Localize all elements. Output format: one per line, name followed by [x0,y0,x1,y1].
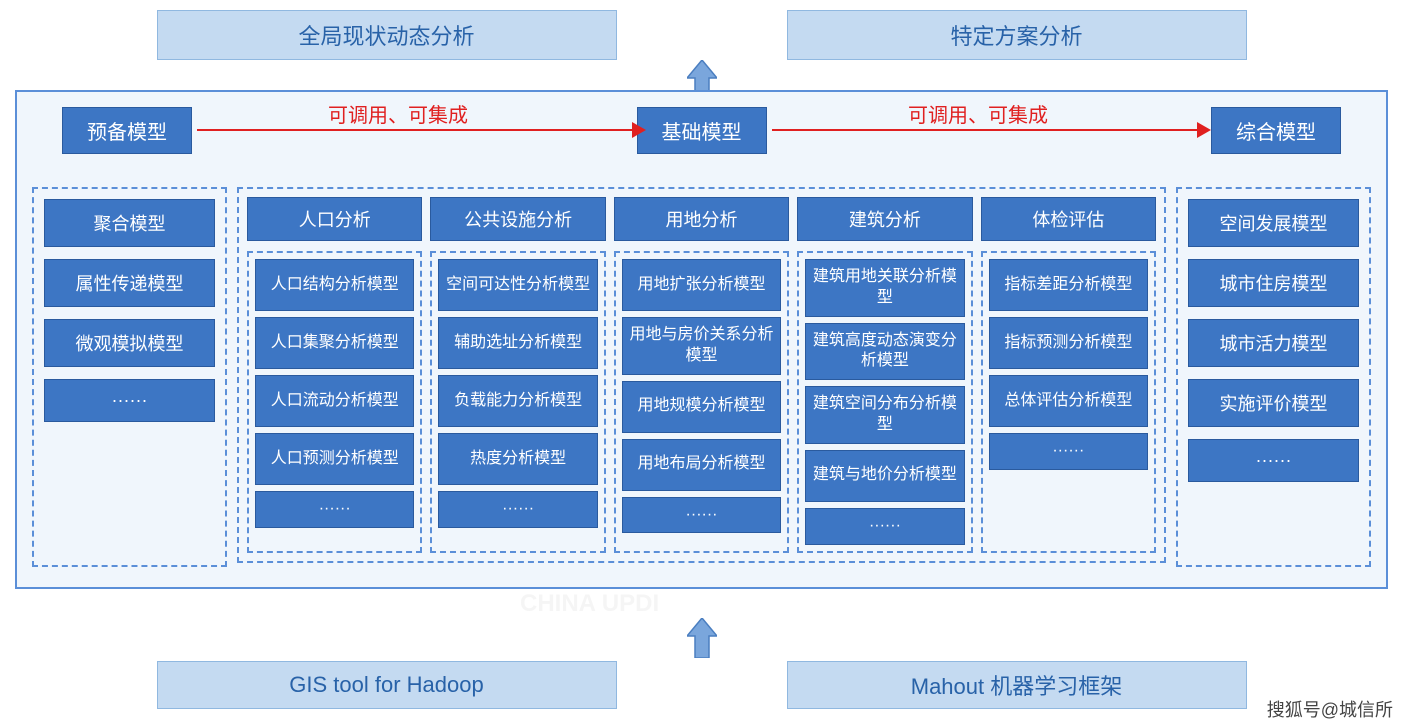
item-box: 用地与房价关系分析模型 [622,317,781,375]
col-landuse: 用地分析 用地扩张分析模型 用地与房价关系分析模型 用地规模分析模型 用地布局分… [614,197,789,553]
side-item: 微观模拟模型 [44,319,215,367]
flow-arrow-left [197,129,637,131]
side-item: 空间发展模型 [1188,199,1359,247]
header-base-model: 基础模型 [637,107,767,154]
item-box: 用地规模分析模型 [622,381,781,433]
item-box: ······ [622,497,781,534]
item-box: 人口集聚分析模型 [255,317,414,369]
side-item: 实施评价模型 [1188,379,1359,427]
item-box: 人口预测分析模型 [255,433,414,485]
col-population: 人口分析 人口结构分析模型 人口集聚分析模型 人口流动分析模型 人口预测分析模型… [247,197,422,553]
columns-row: 聚合模型 属性传递模型 微观模拟模型 ······ 人口分析 人口结构分析模型 … [32,187,1371,567]
watermark: CHINA UPDI [520,590,659,618]
item-box: 建筑用地关联分析模型 [805,259,964,317]
top-global-analysis: 全局现状动态分析 [157,10,617,60]
col-header: 体检评估 [981,197,1156,241]
item-box: 热度分析模型 [438,433,597,485]
col-body: 指标差距分析模型 指标预测分析模型 总体评估分析模型 ······ [981,251,1156,553]
item-box: ······ [805,508,964,545]
item-box: 人口结构分析模型 [255,259,414,311]
col-body: 用地扩张分析模型 用地与房价关系分析模型 用地规模分析模型 用地布局分析模型 ·… [614,251,789,553]
side-col-left: 聚合模型 属性传递模型 微观模拟模型 ······ [32,187,227,567]
col-header: 公共设施分析 [430,197,605,241]
col-building: 建筑分析 建筑用地关联分析模型 建筑高度动态演变分析模型 建筑空间分布分析模型 … [797,197,972,553]
item-box: 总体评估分析模型 [989,375,1148,427]
col-body: 空间可达性分析模型 辅助选址分析模型 负载能力分析模型 热度分析模型 ·····… [430,251,605,553]
flow-label-right: 可调用、可集成 [902,99,1054,128]
main-container: 预备模型 基础模型 综合模型 可调用、可集成 可调用、可集成 聚合模型 属性传递… [15,90,1388,589]
header-composite-model: 综合模型 [1211,107,1341,154]
item-box: 建筑高度动态演变分析模型 [805,323,964,381]
item-box: 指标差距分析模型 [989,259,1148,311]
item-box: ······ [438,491,597,528]
model-header-row: 预备模型 基础模型 综合模型 可调用、可集成 可调用、可集成 [32,107,1371,152]
side-item: 聚合模型 [44,199,215,247]
header-prep-model: 预备模型 [62,107,192,154]
arrow-up-icon [687,618,717,658]
item-box: 指标预测分析模型 [989,317,1148,369]
side-item: ······ [1188,439,1359,482]
item-box: 辅助选址分析模型 [438,317,597,369]
bottom-gis-hadoop: GIS tool for Hadoop [157,661,617,709]
side-item: ······ [44,379,215,422]
col-header: 人口分析 [247,197,422,241]
side-col-right: 空间发展模型 城市住房模型 城市活力模型 实施评价模型 ······ [1176,187,1371,567]
item-box: ······ [255,491,414,528]
flow-arrow-right [772,129,1202,131]
col-facilities: 公共设施分析 空间可达性分析模型 辅助选址分析模型 负载能力分析模型 热度分析模… [430,197,605,553]
item-box: 建筑与地价分析模型 [805,450,964,502]
flow-label-left: 可调用、可集成 [322,99,474,128]
flow-arrowhead-left [632,122,646,138]
item-box: 用地扩张分析模型 [622,259,781,311]
item-box: 建筑空间分布分析模型 [805,386,964,444]
item-box: 用地布局分析模型 [622,439,781,491]
col-header: 用地分析 [614,197,789,241]
credit-text: 搜狐号@城信所 [1267,696,1393,722]
middle-wrap: 人口分析 人口结构分析模型 人口集聚分析模型 人口流动分析模型 人口预测分析模型… [237,187,1166,563]
col-body: 人口结构分析模型 人口集聚分析模型 人口流动分析模型 人口预测分析模型 ····… [247,251,422,553]
bottom-row: GIS tool for Hadoop Mahout 机器学习框架 [0,661,1403,709]
flow-arrowhead-right [1197,122,1211,138]
item-box: 人口流动分析模型 [255,375,414,427]
side-item: 属性传递模型 [44,259,215,307]
side-item: 城市住房模型 [1188,259,1359,307]
top-scheme-analysis: 特定方案分析 [787,10,1247,60]
item-box: 负载能力分析模型 [438,375,597,427]
col-body: 建筑用地关联分析模型 建筑高度动态演变分析模型 建筑空间分布分析模型 建筑与地价… [797,251,972,553]
side-item: 城市活力模型 [1188,319,1359,367]
col-evaluation: 体检评估 指标差距分析模型 指标预测分析模型 总体评估分析模型 ······ [981,197,1156,553]
item-box: 空间可达性分析模型 [438,259,597,311]
item-box: ······ [989,433,1148,470]
col-header: 建筑分析 [797,197,972,241]
bottom-mahout: Mahout 机器学习框架 [787,661,1247,709]
top-row: 全局现状动态分析 特定方案分析 [0,0,1403,60]
